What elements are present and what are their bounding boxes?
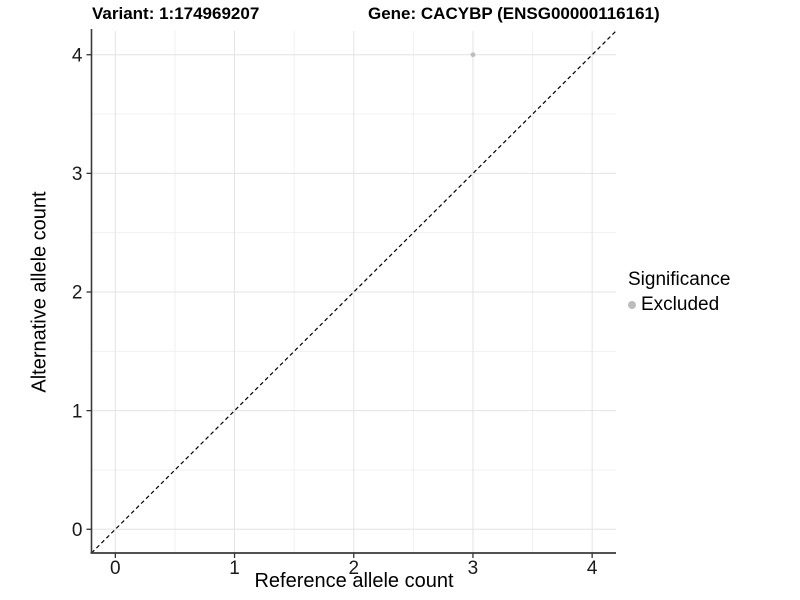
legend: Significance Excluded	[628, 269, 730, 316]
plot-title-variant: Variant: 1:174969207	[92, 4, 260, 23]
plot-title-gene: Gene: CACYBP (ENSG00000116161)	[368, 4, 660, 23]
excluded-point-icon	[628, 301, 636, 309]
data-point-excluded	[470, 52, 476, 58]
y-tick-label: 4	[72, 45, 83, 66]
legend-item-excluded: Excluded	[628, 294, 730, 316]
x-axis-label: Reference allele count	[254, 570, 454, 592]
y-tick-label: 0	[72, 520, 83, 541]
y-tick-label: 3	[72, 164, 83, 185]
x-tick-label: 3	[468, 558, 479, 579]
y-tick-label: 2	[72, 283, 83, 304]
y-axis-label: Alternative allele count	[28, 191, 51, 393]
x-tick-label: 0	[110, 558, 121, 579]
legend-item-label: Excluded	[641, 294, 720, 315]
legend-title: Significance	[628, 269, 731, 290]
x-tick-label: 4	[587, 558, 598, 579]
x-tick-label: 2	[348, 558, 359, 579]
y-tick-label: 1	[72, 401, 83, 422]
identity-dashed-line	[91, 30, 617, 554]
x-tick-label: 1	[229, 558, 240, 579]
